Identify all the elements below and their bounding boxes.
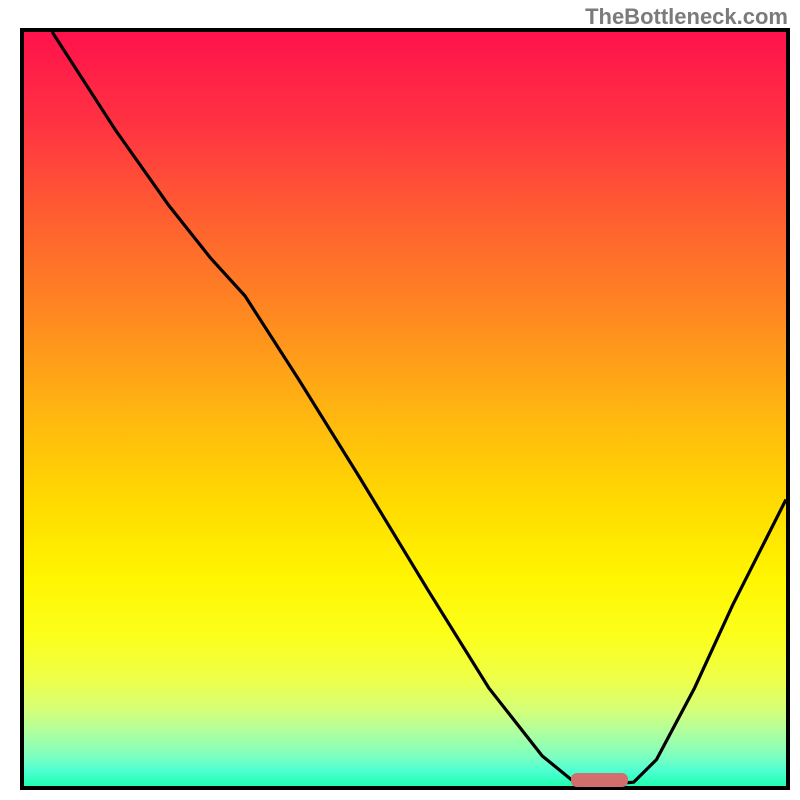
plot-frame [20, 28, 790, 790]
chart-container: TheBottleneck.com [0, 0, 800, 800]
watermark-text: TheBottleneck.com [585, 4, 788, 30]
optimal-marker [571, 773, 628, 787]
bottleneck-curve [24, 32, 786, 786]
